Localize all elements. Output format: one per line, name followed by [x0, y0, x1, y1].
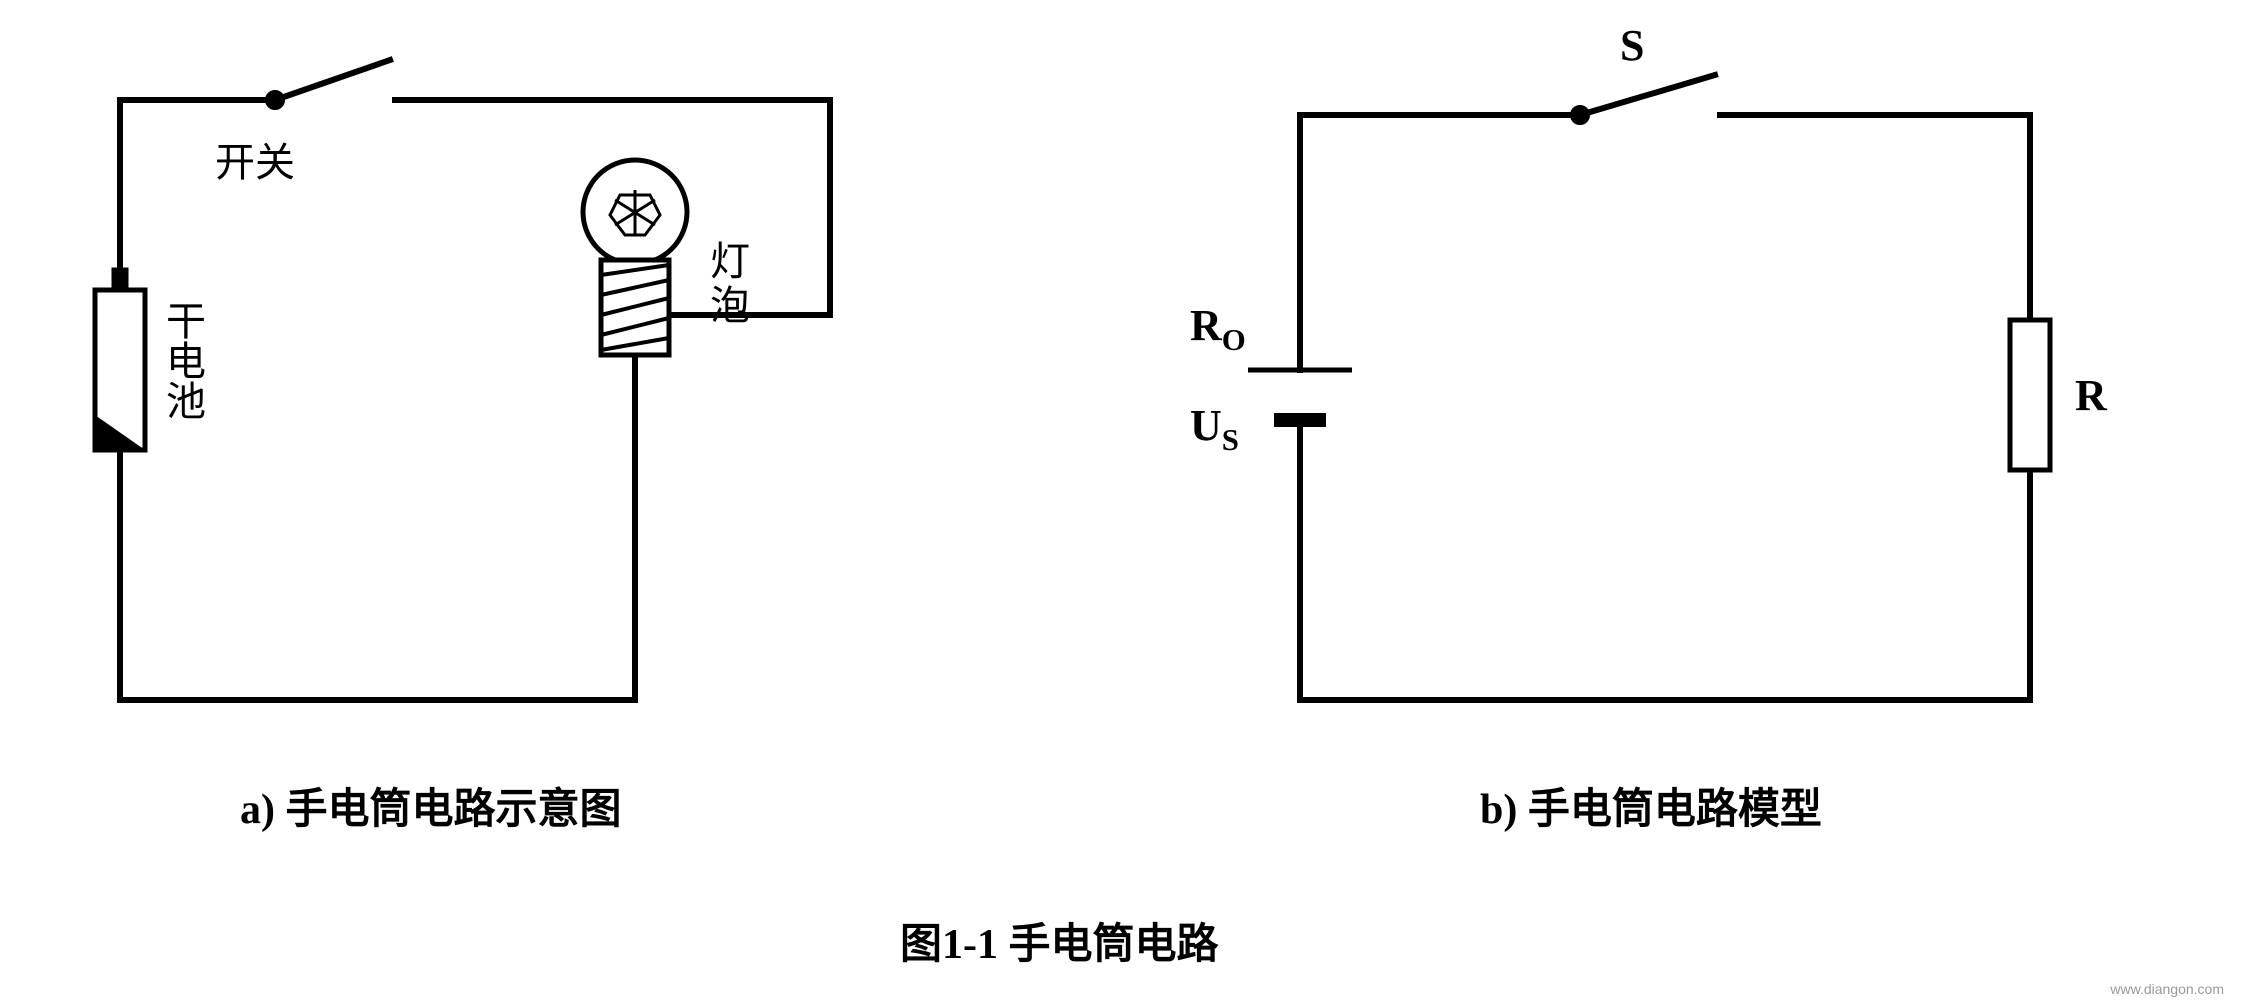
main-caption: 图1-1 手电筒电路: [900, 910, 1219, 971]
switch-label-a: 开关: [215, 130, 295, 188]
voltage-source-icon: [1248, 370, 1352, 420]
caption-b: b) 手电筒电路模型: [1480, 775, 1822, 836]
us-label: US: [1190, 400, 1239, 458]
watermark: www.diangon.com: [2110, 981, 2224, 997]
switch-label-b: S: [1620, 20, 1644, 71]
caption-a: a) 手电筒电路示意图: [240, 775, 622, 836]
bulb-label: 灯泡: [710, 240, 750, 328]
r-label: R: [2075, 370, 2107, 421]
battery-icon: [95, 270, 145, 450]
bulb-icon: [583, 160, 687, 355]
battery-label: 干电池: [160, 300, 204, 420]
resistor-icon: [2010, 320, 2050, 470]
diagram-container: 开关 干电池 灯泡 S RO US R a) 手电筒电路示意图 b) 手电筒电路…: [0, 0, 2244, 1007]
r0-label: RO: [1190, 300, 1246, 358]
circuit-a-svg: [0, 0, 2244, 1007]
